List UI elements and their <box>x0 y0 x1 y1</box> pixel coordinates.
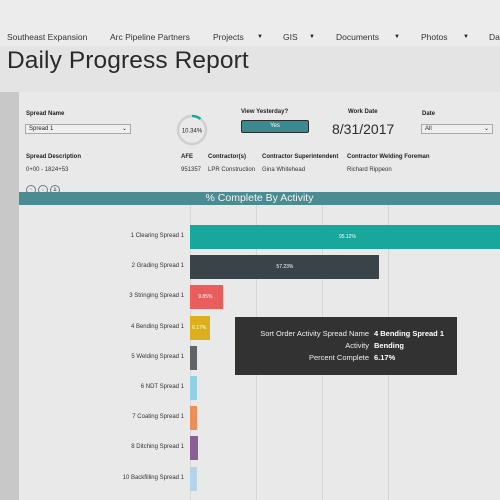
chevron-down-icon[interactable]: ▼ <box>309 34 315 40</box>
category-label: 8 Ditching Spread 1 <box>131 444 184 451</box>
spread-description-value: 0+00 - 1824+53 <box>26 167 69 173</box>
afe-value: 951357 <box>181 167 202 173</box>
date-label: Date <box>422 111 436 117</box>
chevron-down-icon: ⌄ <box>121 126 127 132</box>
bar-data-label: 9.85% <box>198 294 213 301</box>
bar[interactable] <box>190 345 197 370</box>
top-navigation: Southeast Expansion Arc Pipeline Partner… <box>0 0 500 46</box>
chevron-down-icon[interactable]: ▼ <box>463 34 469 40</box>
tooltip-value: 4 Bending Spread 1 <box>374 329 445 338</box>
category-label: 4 Bending Spread 1 <box>130 323 184 330</box>
bar[interactable] <box>190 285 223 310</box>
work-date-value: 8/31/2017 <box>332 121 395 137</box>
bar[interactable] <box>190 406 197 431</box>
view-yesterday-toggle[interactable]: Yes <box>241 120 309 133</box>
welding-foreman-value: Richard Rippeon <box>347 167 392 173</box>
gauge-progress-arc <box>176 114 208 146</box>
nav-photos[interactable]: Photos <box>421 32 448 42</box>
category-label: 5 Welding Spread 1 <box>131 353 184 360</box>
bar-data-label: 6.17% <box>192 324 207 331</box>
nav-southeast-expansion[interactable]: Southeast Expansion <box>7 32 88 42</box>
work-date-label: Work Date <box>348 109 378 115</box>
afe-label: AFE <box>181 154 193 160</box>
bar[interactable] <box>190 315 211 340</box>
tooltip-key: Activity <box>345 341 369 350</box>
nav-overflow[interactable]: Da <box>489 32 500 42</box>
nav-projects[interactable]: Projects <box>213 32 244 42</box>
bar[interactable] <box>190 376 197 400</box>
category-label: 2 Grading Spread 1 <box>131 263 184 270</box>
nav-gis[interactable]: GIS <box>283 32 298 42</box>
spread-name-select[interactable]: Spread 1 ⌄ <box>25 124 131 134</box>
bar[interactable] <box>190 255 379 280</box>
bar-data-label: 95.12% <box>338 234 356 240</box>
tooltip-value: Bending <box>374 341 404 350</box>
category-label: 7 Coating Spread 1 <box>132 414 184 421</box>
tooltip-value: 6.17% <box>374 353 396 362</box>
report-panel <box>19 92 500 500</box>
nav-documents[interactable]: Documents <box>336 32 379 42</box>
welding-foreman-label: Contractor Welding Foreman <box>347 154 430 160</box>
contractor-value: LPR Construction <box>208 167 256 173</box>
spread-description-label: Spread Description <box>26 154 82 160</box>
view-yesterday-label: View Yesterday? <box>241 109 289 115</box>
gauge-value: 10.34% <box>182 129 203 135</box>
left-margin <box>0 92 19 500</box>
nav-arc-pipeline-partners[interactable]: Arc Pipeline Partners <box>110 32 190 42</box>
spread-name-value: Spread 1 <box>29 126 54 132</box>
category-label: 3 Stringing Spread 1 <box>129 293 184 300</box>
category-label: 10 Backfilling Spread 1 <box>122 474 184 481</box>
tooltip-key: Sort Order Activity Spread Name <box>260 329 369 338</box>
superintendent-label: Contractor Superintendent <box>262 154 339 160</box>
chart-title: % Complete By Activity <box>19 192 500 205</box>
category-label: 6 NDT Spread 1 <box>140 384 184 390</box>
bar[interactable] <box>190 436 198 461</box>
superintendent-value: Gina Whitehead <box>262 167 306 173</box>
spread-name-label: Spread Name <box>26 111 65 117</box>
chevron-down-icon: ⌄ <box>483 126 489 132</box>
date-select[interactable]: All ⌄ <box>421 124 493 134</box>
page-title: Daily Progress Report <box>7 47 249 74</box>
chart-tooltip: Sort Order Activity Spread Name 4 Bendin… <box>235 317 457 375</box>
chevron-down-icon[interactable]: ▼ <box>257 34 263 40</box>
bar[interactable] <box>190 466 197 491</box>
contractor-label: Contractor(s) <box>208 154 247 160</box>
category-label: 1 Clearing Spread 1 <box>130 233 184 239</box>
bar-data-label: 57.23% <box>276 264 294 271</box>
percent-complete-gauge: 10.34% <box>176 114 208 146</box>
bar[interactable] <box>190 225 500 249</box>
tooltip-key: Percent Complete <box>308 353 369 362</box>
chevron-down-icon[interactable]: ▼ <box>394 34 400 40</box>
date-value: All <box>425 126 432 132</box>
